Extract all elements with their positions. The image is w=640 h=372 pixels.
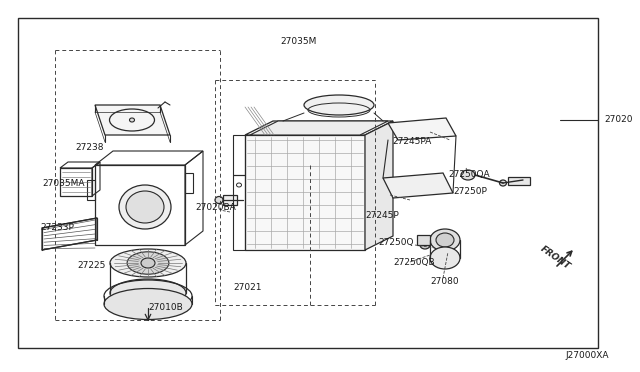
Text: 27010B: 27010B xyxy=(148,304,183,312)
Text: 27035M: 27035M xyxy=(280,38,316,46)
Polygon shape xyxy=(245,121,393,135)
Polygon shape xyxy=(383,173,453,198)
Ellipse shape xyxy=(499,180,506,186)
Ellipse shape xyxy=(141,258,155,268)
Ellipse shape xyxy=(104,289,192,320)
Text: 27021: 27021 xyxy=(233,283,262,292)
Text: 27020BA: 27020BA xyxy=(195,203,236,212)
Ellipse shape xyxy=(119,185,171,229)
Ellipse shape xyxy=(110,249,186,277)
Ellipse shape xyxy=(430,247,460,269)
Text: 27250Q: 27250Q xyxy=(378,237,413,247)
Polygon shape xyxy=(388,118,456,140)
Ellipse shape xyxy=(461,170,475,180)
Ellipse shape xyxy=(129,118,134,122)
Text: 27250P: 27250P xyxy=(453,186,487,196)
Ellipse shape xyxy=(127,252,169,274)
Text: 27238: 27238 xyxy=(75,144,104,153)
Text: 27245P: 27245P xyxy=(365,211,399,219)
Text: J27000XA: J27000XA xyxy=(565,352,609,360)
Ellipse shape xyxy=(215,196,223,203)
Ellipse shape xyxy=(126,191,164,223)
Text: 27250QA: 27250QA xyxy=(448,170,490,179)
Ellipse shape xyxy=(430,229,460,251)
Polygon shape xyxy=(95,105,170,135)
Text: 27020: 27020 xyxy=(604,115,632,125)
Ellipse shape xyxy=(436,233,454,247)
Polygon shape xyxy=(250,121,388,135)
Ellipse shape xyxy=(420,241,430,249)
Text: 27233P: 27233P xyxy=(40,224,74,232)
Polygon shape xyxy=(417,235,430,245)
Text: 27080: 27080 xyxy=(430,278,459,286)
Text: 27250QB: 27250QB xyxy=(393,257,435,266)
Text: 27035MA: 27035MA xyxy=(42,179,84,187)
Ellipse shape xyxy=(110,279,186,307)
Text: 27245PA: 27245PA xyxy=(392,138,431,147)
Ellipse shape xyxy=(304,95,374,115)
Polygon shape xyxy=(245,135,365,250)
Polygon shape xyxy=(365,121,393,250)
Bar xyxy=(508,177,530,185)
Bar xyxy=(223,195,237,205)
Bar xyxy=(18,18,598,348)
Text: 27225: 27225 xyxy=(77,262,106,270)
Text: FRONT: FRONT xyxy=(538,244,572,272)
